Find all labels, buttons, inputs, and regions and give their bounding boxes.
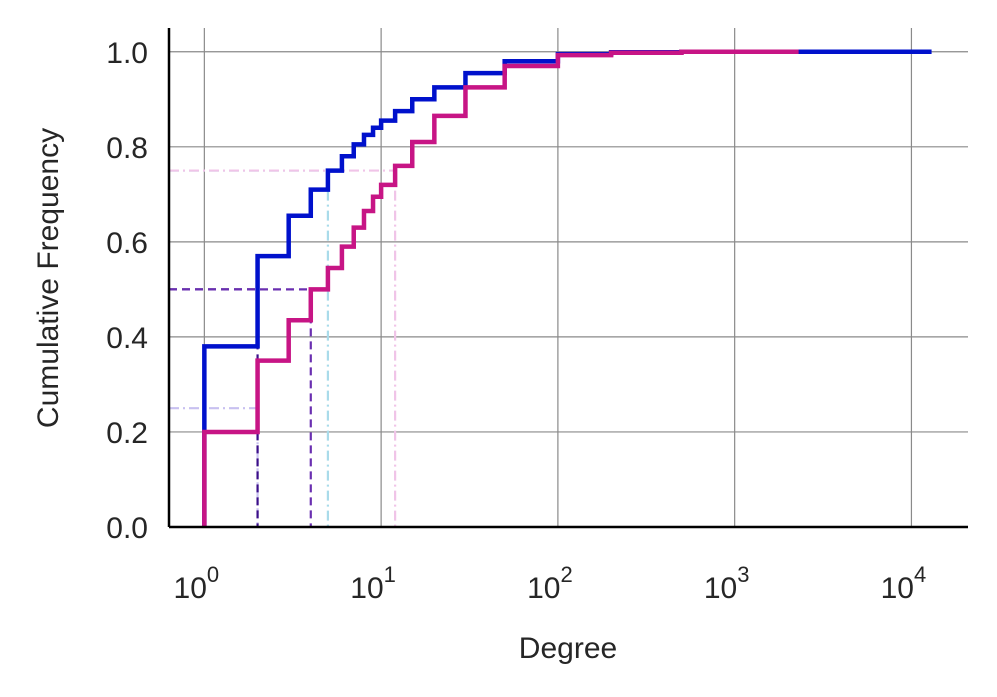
x-axis-label: Degree <box>519 632 617 665</box>
y-tick-label: 0.6 <box>106 227 148 260</box>
y-axis-label: Cumulative Frequency <box>32 128 65 428</box>
x-tick-label: 100 <box>174 562 220 605</box>
y-tick-label: 0.0 <box>106 512 148 545</box>
y-tick-label: 0.4 <box>106 322 148 355</box>
x-tick-exponent: 1 <box>384 562 396 587</box>
cdf-series-line <box>202 49 799 527</box>
axes <box>167 28 968 529</box>
x-tick-base: 10 <box>881 572 914 605</box>
y-tick-label: 0.2 <box>106 417 148 450</box>
x-tick-exponent: 2 <box>560 562 572 587</box>
y-tick-label: 0.8 <box>106 132 148 165</box>
x-tick-base: 10 <box>174 572 207 605</box>
x-tick-label: 102 <box>527 562 573 605</box>
x-tick-exponent: 4 <box>914 562 926 587</box>
series-lines <box>202 49 932 527</box>
x-tick-label: 103 <box>704 562 750 605</box>
y-tick-label: 1.0 <box>106 37 148 70</box>
x-tick-base: 10 <box>704 572 737 605</box>
x-tick-base: 10 <box>350 572 383 605</box>
x-tick-exponent: 3 <box>737 562 749 587</box>
x-tick-label: 104 <box>881 562 927 605</box>
x-tick-label: 101 <box>350 562 396 605</box>
x-tick-base: 10 <box>527 572 560 605</box>
x-tick-exponent: 0 <box>207 562 219 587</box>
